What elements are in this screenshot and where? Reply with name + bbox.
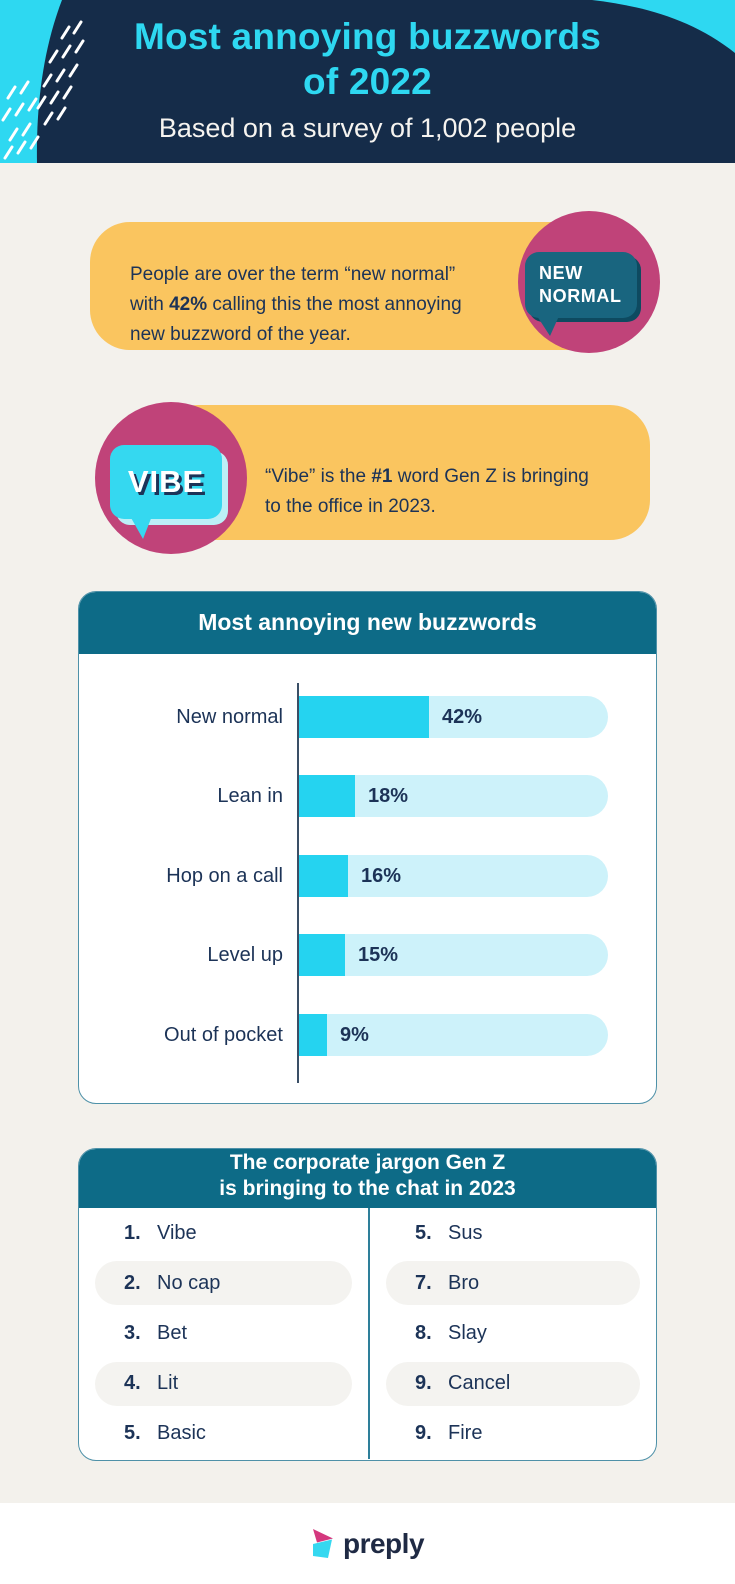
- jargon-row: 4. Lit: [79, 1359, 368, 1409]
- jargon-word: No cap: [157, 1271, 221, 1294]
- table-title: The corporate jargon Gen Z is bringing t…: [79, 1149, 656, 1208]
- jargon-rank: 5.: [124, 1422, 141, 1445]
- jargon-row: 1. Vibe: [79, 1208, 368, 1258]
- bar-track: [299, 934, 608, 976]
- chart-title: Most annoying new buzzwords: [79, 592, 656, 654]
- badge-label: VIBE: [127, 464, 205, 499]
- bar-row-level-up: Level up 15%: [79, 934, 656, 976]
- fact-text-stat: #1: [371, 465, 393, 487]
- jargon-word: Bet: [157, 1321, 188, 1344]
- speech-bubble-icon: NEW NORMAL: [525, 252, 637, 336]
- column-divider: [368, 1208, 370, 1459]
- header-background-shapes: [0, 0, 735, 163]
- jargon-word: Sus: [448, 1221, 483, 1244]
- jargon-word: Vibe: [157, 1221, 197, 1244]
- bar-row-lean-in: Lean in 18%: [79, 775, 656, 817]
- fact-text-after: word Gen Z is bringing to the office in …: [265, 465, 589, 517]
- jargon-row: 5. Basic: [79, 1409, 368, 1459]
- bar-fill: [299, 775, 355, 817]
- bar-value-label: 15%: [358, 944, 399, 966]
- jargon-rank: 5.: [415, 1221, 432, 1244]
- bar-chart: New normal 42% Lean in 18% Hop on a call 16% L…: [79, 654, 656, 1103]
- bar-track: [299, 775, 608, 817]
- bar-track: [299, 855, 608, 897]
- jargon-row: 9. Fire: [370, 1409, 656, 1459]
- fact-text: “Vibe” is the #1 word Gen Z is bringing …: [265, 462, 595, 522]
- buzzwords-chart-card: Most annoying new buzzwords New normal 42…: [78, 591, 657, 1104]
- badge-label: NEW NORMAL: [539, 262, 622, 308]
- fact-text: People are over the term “new normal” wi…: [130, 260, 482, 350]
- bar-track: [299, 1014, 608, 1056]
- jargon-row: 3. Bet: [79, 1308, 368, 1358]
- fact-text-before: “Vibe” is the: [265, 465, 372, 487]
- jargon-word: Basic: [157, 1422, 206, 1445]
- badge-label-line1: NEW: [539, 263, 583, 283]
- speech-bubble-icon: VIBE: [110, 445, 222, 539]
- bar-category-label: Out of pocket: [164, 1024, 283, 1046]
- header-banner: Most annoying buzzwords of 2022 Based on…: [0, 0, 735, 163]
- jargon-rank: 4.: [124, 1372, 141, 1395]
- jargon-rank: 1.: [124, 1221, 141, 1244]
- jargon-rank: 2.: [124, 1271, 141, 1294]
- bar-fill: [299, 1014, 327, 1056]
- bar-track: [299, 696, 608, 738]
- jargon-row: 9. Cancel: [370, 1359, 656, 1409]
- page-title: Most annoying buzzwords of 2022: [0, 14, 735, 104]
- page-title-line2: of 2022: [303, 61, 432, 102]
- chart-axis-line: [297, 683, 299, 1083]
- badge-circle: VIBE: [95, 402, 247, 554]
- bar-fill: [299, 696, 429, 738]
- jargon-word: Cancel: [448, 1372, 511, 1395]
- bar-category-label: Lean in: [217, 785, 283, 807]
- page-subtitle: Based on a survey of 1,002 people: [158, 113, 577, 143]
- speech-bubble-tail: [537, 316, 559, 336]
- bar-row-out-of-pocket: Out of pocket 9%: [79, 1014, 656, 1056]
- bar-value-label: 16%: [361, 865, 402, 887]
- jargon-row: 5. Sus: [370, 1208, 656, 1258]
- badge-label-line2: NORMAL: [539, 286, 622, 306]
- jargon-rank: 3.: [124, 1321, 141, 1344]
- fact-text-before: People are over the term “new normal” wi…: [130, 264, 456, 315]
- page-title-line1: Most annoying buzzwords: [133, 16, 602, 57]
- jargon-row: 2. No cap: [79, 1258, 368, 1308]
- bar-category-label: New normal: [176, 706, 283, 728]
- jargon-word: Bro: [448, 1271, 480, 1294]
- jargon-row: 7. Bro: [370, 1258, 656, 1308]
- jargon-word: Lit: [157, 1372, 179, 1395]
- jargon-table-card: The corporate jargon Gen Z is bringing t…: [78, 1148, 657, 1461]
- decorative-dashes: [1, 20, 85, 160]
- brand-wordmark: preply: [342, 1527, 425, 1559]
- table-title-line2: is bringing to the chat in 2023: [219, 1177, 516, 1200]
- bar-category-label: Hop on a call: [166, 865, 283, 887]
- fact-text-after: calling this the most annoying new buzzw…: [130, 294, 462, 345]
- jargon-rank: 8.: [415, 1321, 432, 1344]
- bar-fill: [299, 855, 349, 897]
- bar-row-new-normal: New normal 42%: [79, 696, 656, 738]
- bar-value-label: 42%: [442, 706, 483, 728]
- jargon-rank: 9.: [415, 1422, 432, 1445]
- badge-circle: NEW NORMAL: [518, 211, 660, 353]
- fact-text-stat: 42%: [169, 294, 208, 315]
- jargon-word: Slay: [448, 1321, 487, 1344]
- jargon-column-left: 1. Vibe 2. No cap 3. Bet 4. Lit 5. Basic: [79, 1208, 368, 1459]
- jargon-rank: 9.: [415, 1372, 432, 1395]
- table-title-line1: The corporate jargon Gen Z: [229, 1151, 506, 1174]
- jargon-row: 8. Slay: [370, 1308, 656, 1358]
- jargon-table-body: 1. Vibe 2. No cap 3. Bet 4. Lit 5. Basic 5. Sus 7. B…: [79, 1208, 656, 1459]
- footer: preply: [0, 1503, 735, 1584]
- bar-category-label: Level up: [207, 944, 283, 966]
- jargon-rank: 7.: [415, 1271, 432, 1294]
- bar-fill: [299, 934, 346, 976]
- bar-row-hop-on-a-call: Hop on a call 16%: [79, 855, 656, 897]
- bar-value-label: 18%: [368, 785, 409, 807]
- speech-bubble-tail: [130, 516, 152, 539]
- bar-value-label: 9%: [340, 1024, 369, 1046]
- preply-logo-icon: [312, 1529, 333, 1558]
- jargon-column-right: 5. Sus 7. Bro 8. Slay 9. Cancel 9. Fire: [370, 1208, 656, 1459]
- jargon-word: Fire: [448, 1422, 483, 1445]
